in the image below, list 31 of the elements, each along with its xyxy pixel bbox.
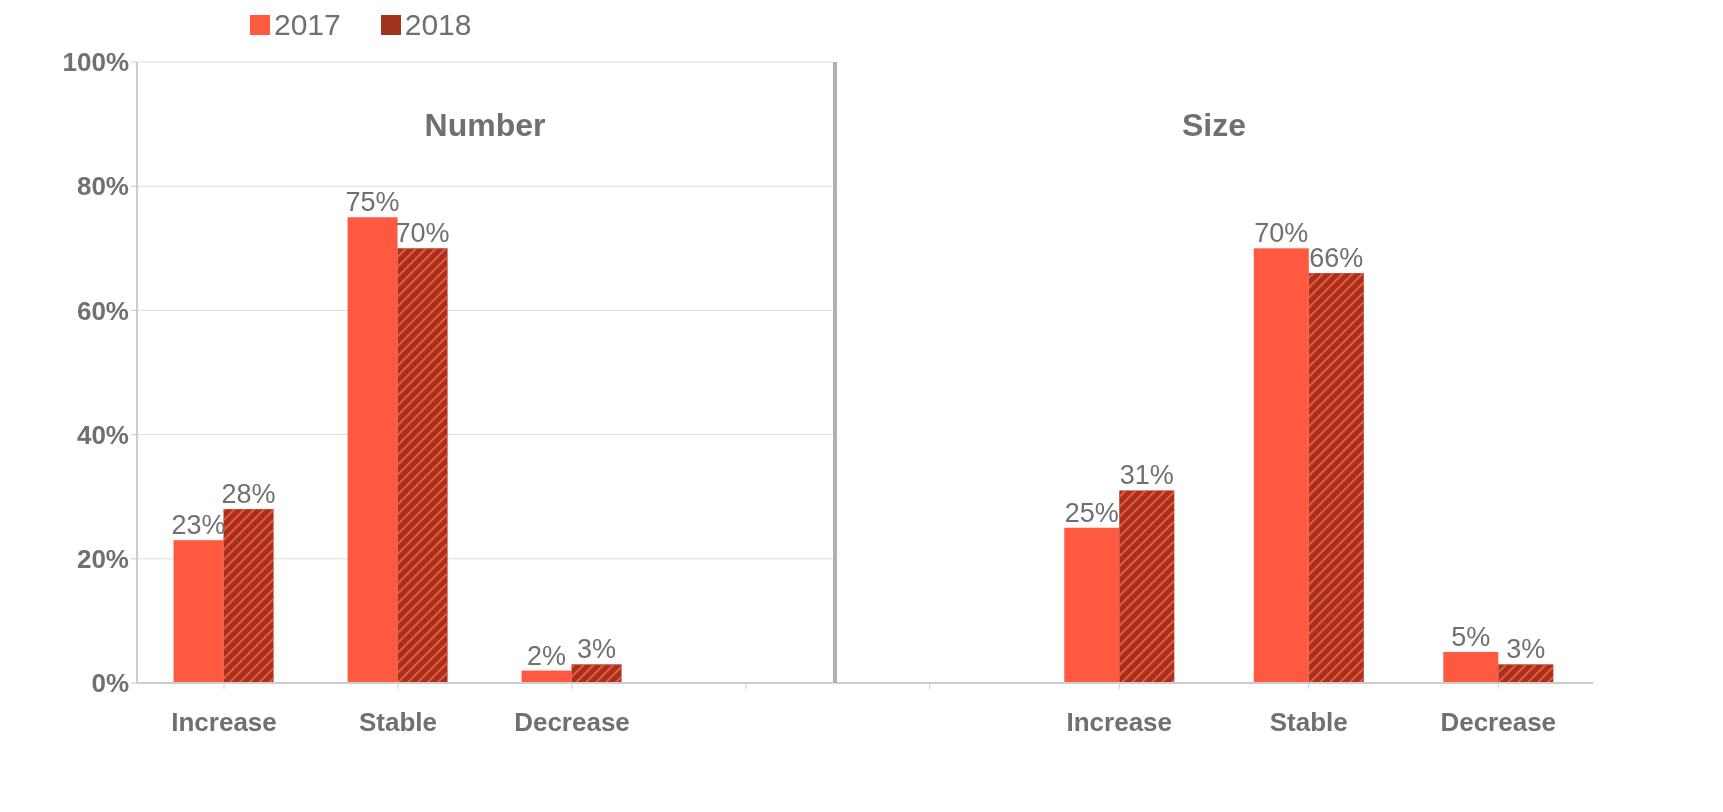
data-label: 28% [221,479,276,510]
x-tick-label: Increase [1066,707,1173,738]
data-label: 3% [577,634,617,665]
y-tick-label: 100% [62,47,129,78]
x-tick-label: Decrease [514,707,630,738]
data-label: 75% [345,187,400,218]
bar [1064,527,1120,683]
x-tick-label: Increase [171,707,277,738]
legend-label: 2018 [404,8,472,42]
legend-label: 2017 [274,8,341,42]
data-label: 2% [527,640,567,671]
data-label: 70% [1254,218,1309,249]
data-label: 5% [1451,621,1491,652]
data-label: 66% [1309,243,1364,274]
y-tick-label: 60% [76,295,129,326]
bar [1443,651,1499,683]
x-tick-label: Decrease [1440,707,1557,738]
y-tick-label: 80% [76,171,129,202]
annotation: Size [1181,107,1247,144]
data-label: 31% [1119,460,1174,491]
bar [1253,248,1309,683]
bar [347,217,398,683]
x-tick-label: Stable [358,707,438,738]
annotation: Number [423,107,547,144]
y-tick-label: 40% [76,419,129,450]
y-tick-label: 0% [91,668,129,699]
data-label: 25% [1064,497,1119,528]
x-tick-label: Stable [1269,707,1348,738]
y-tick-label: 20% [76,544,129,575]
data-label: 3% [1506,634,1546,665]
bar [173,540,224,683]
